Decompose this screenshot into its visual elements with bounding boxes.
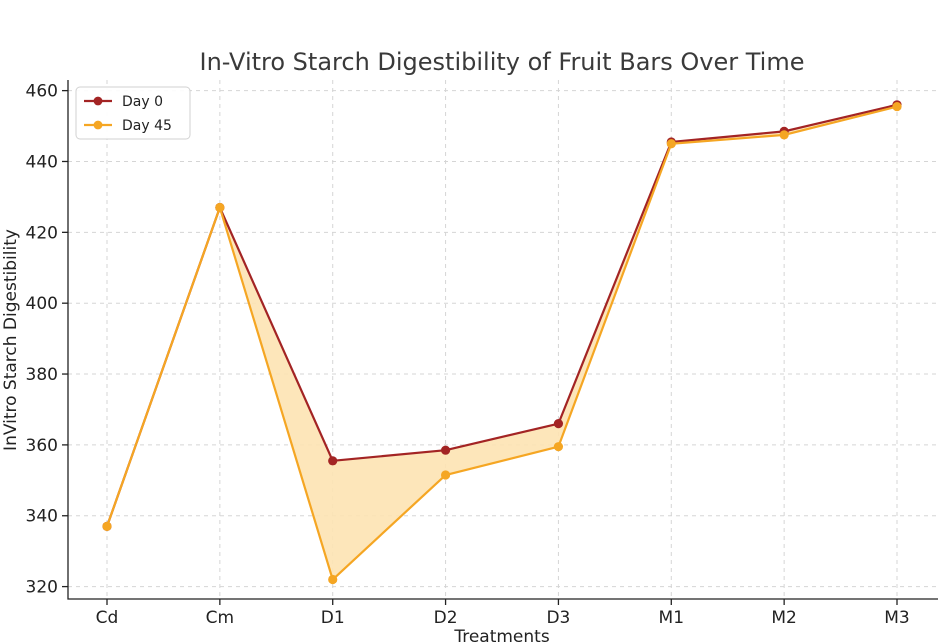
legend-marker (93, 96, 103, 106)
y-tick-label: 460 (26, 82, 58, 102)
axis-spines (67, 80, 938, 600)
y-tick-label: 320 (26, 578, 58, 598)
axes (62, 80, 938, 605)
tick-labels: 320 340 360 380 400 420 440 460 Cd Cm D1 D2 D3 M1 M2 M3 (26, 82, 910, 628)
series-line (105, 105, 898, 581)
grid (68, 80, 938, 599)
x-tick-label: D1 (321, 608, 345, 628)
x-axis-label: Treatments (453, 627, 550, 644)
data-point-D3 (553, 442, 564, 452)
legend-marker (93, 120, 103, 130)
difference-area (107, 104, 897, 580)
y-tick-label: 340 (26, 507, 58, 527)
data-point-D1 (328, 574, 338, 585)
y-tick-label: 400 (26, 294, 58, 314)
data-point-M2 (779, 130, 789, 140)
x-tick-label: D3 (546, 608, 570, 628)
y-axis-label: InVitro Starch Digestibility (1, 229, 21, 451)
y-tick-label: 440 (26, 152, 58, 172)
x-tick-label: M1 (659, 608, 684, 628)
x-tick-label: D2 (434, 608, 458, 628)
legend-item-day-0: Day 0 (84, 94, 163, 110)
series-day-45 (102, 101, 902, 585)
legend: Day 0 Day 45 (75, 86, 191, 140)
y-tick-label: 360 (26, 436, 58, 456)
y-tick-label: 420 (26, 223, 58, 243)
data-point-D3 (553, 419, 564, 429)
series-layer (102, 100, 902, 585)
x-tick-label: Cm (206, 608, 234, 628)
data-point-D2 (440, 470, 451, 480)
chart-title: In-Vitro Starch Digestibility of Fruit B… (200, 48, 805, 76)
series-line (105, 103, 898, 527)
legend-label: Day 45 (122, 118, 172, 134)
x-tick-label: M2 (771, 608, 796, 628)
data-point-Cd (102, 521, 112, 531)
data-point-D1 (328, 456, 338, 466)
legend-label: Day 0 (122, 94, 163, 110)
data-point-M3 (892, 101, 902, 112)
difference-fill (107, 104, 897, 580)
data-point-D2 (440, 445, 451, 455)
x-tick-label: Cd (96, 608, 119, 628)
x-tick-label: M3 (884, 608, 909, 628)
data-point-M1 (666, 139, 676, 149)
legend-item-day-45: Day 45 (84, 118, 172, 134)
y-tick-label: 380 (26, 365, 58, 385)
series-day-0 (102, 100, 902, 531)
data-point-Cm (215, 202, 225, 213)
